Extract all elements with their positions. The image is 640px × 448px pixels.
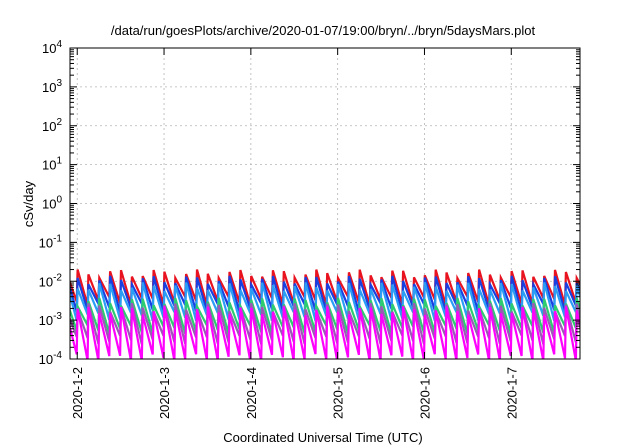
series-line: [70, 275, 580, 313]
y-tick-label: 10-1: [39, 233, 63, 250]
y-tick-label: 10-4: [39, 350, 63, 367]
x-tick-label: 2020-1-2: [70, 367, 85, 419]
x-tick-labels: 2020-1-2 2020-1-3 2020-1-4 2020-1-5 2020-1-6…: [70, 367, 519, 419]
y-axis-label: cSv/day: [21, 180, 36, 227]
y-tick-label: 104: [42, 39, 62, 56]
y-tick-label: 103: [42, 78, 62, 95]
y-tick-label: 10-2: [39, 272, 63, 289]
series-layer: [70, 269, 580, 359]
y-tick-label: 101: [42, 156, 62, 173]
y-tick-label: 100: [42, 195, 62, 212]
y-tick-labels: 10-4 10-3 10-2 10-1 100 101 102 103 104: [39, 39, 63, 367]
y-tick-label: 10-3: [39, 311, 63, 328]
series-line: [70, 282, 580, 322]
series-line: [70, 306, 580, 359]
axis-ticks: [70, 47, 580, 360]
x-tick-label: 2020-1-5: [331, 367, 346, 419]
series-line: [70, 297, 580, 335]
x-axis-label: Coordinated Universal Time (UTC): [223, 430, 422, 445]
chart-title: /data/run/goesPlots/archive/2020-01-07/1…: [111, 23, 536, 38]
series-line: [70, 269, 580, 306]
y-tick-label: 102: [42, 117, 62, 134]
x-tick-label: 2020-1-4: [244, 367, 259, 419]
x-tick-label: 2020-1-3: [157, 367, 172, 419]
x-tick-label: 2020-1-6: [417, 367, 432, 419]
x-tick-label: 2020-1-7: [504, 367, 519, 419]
